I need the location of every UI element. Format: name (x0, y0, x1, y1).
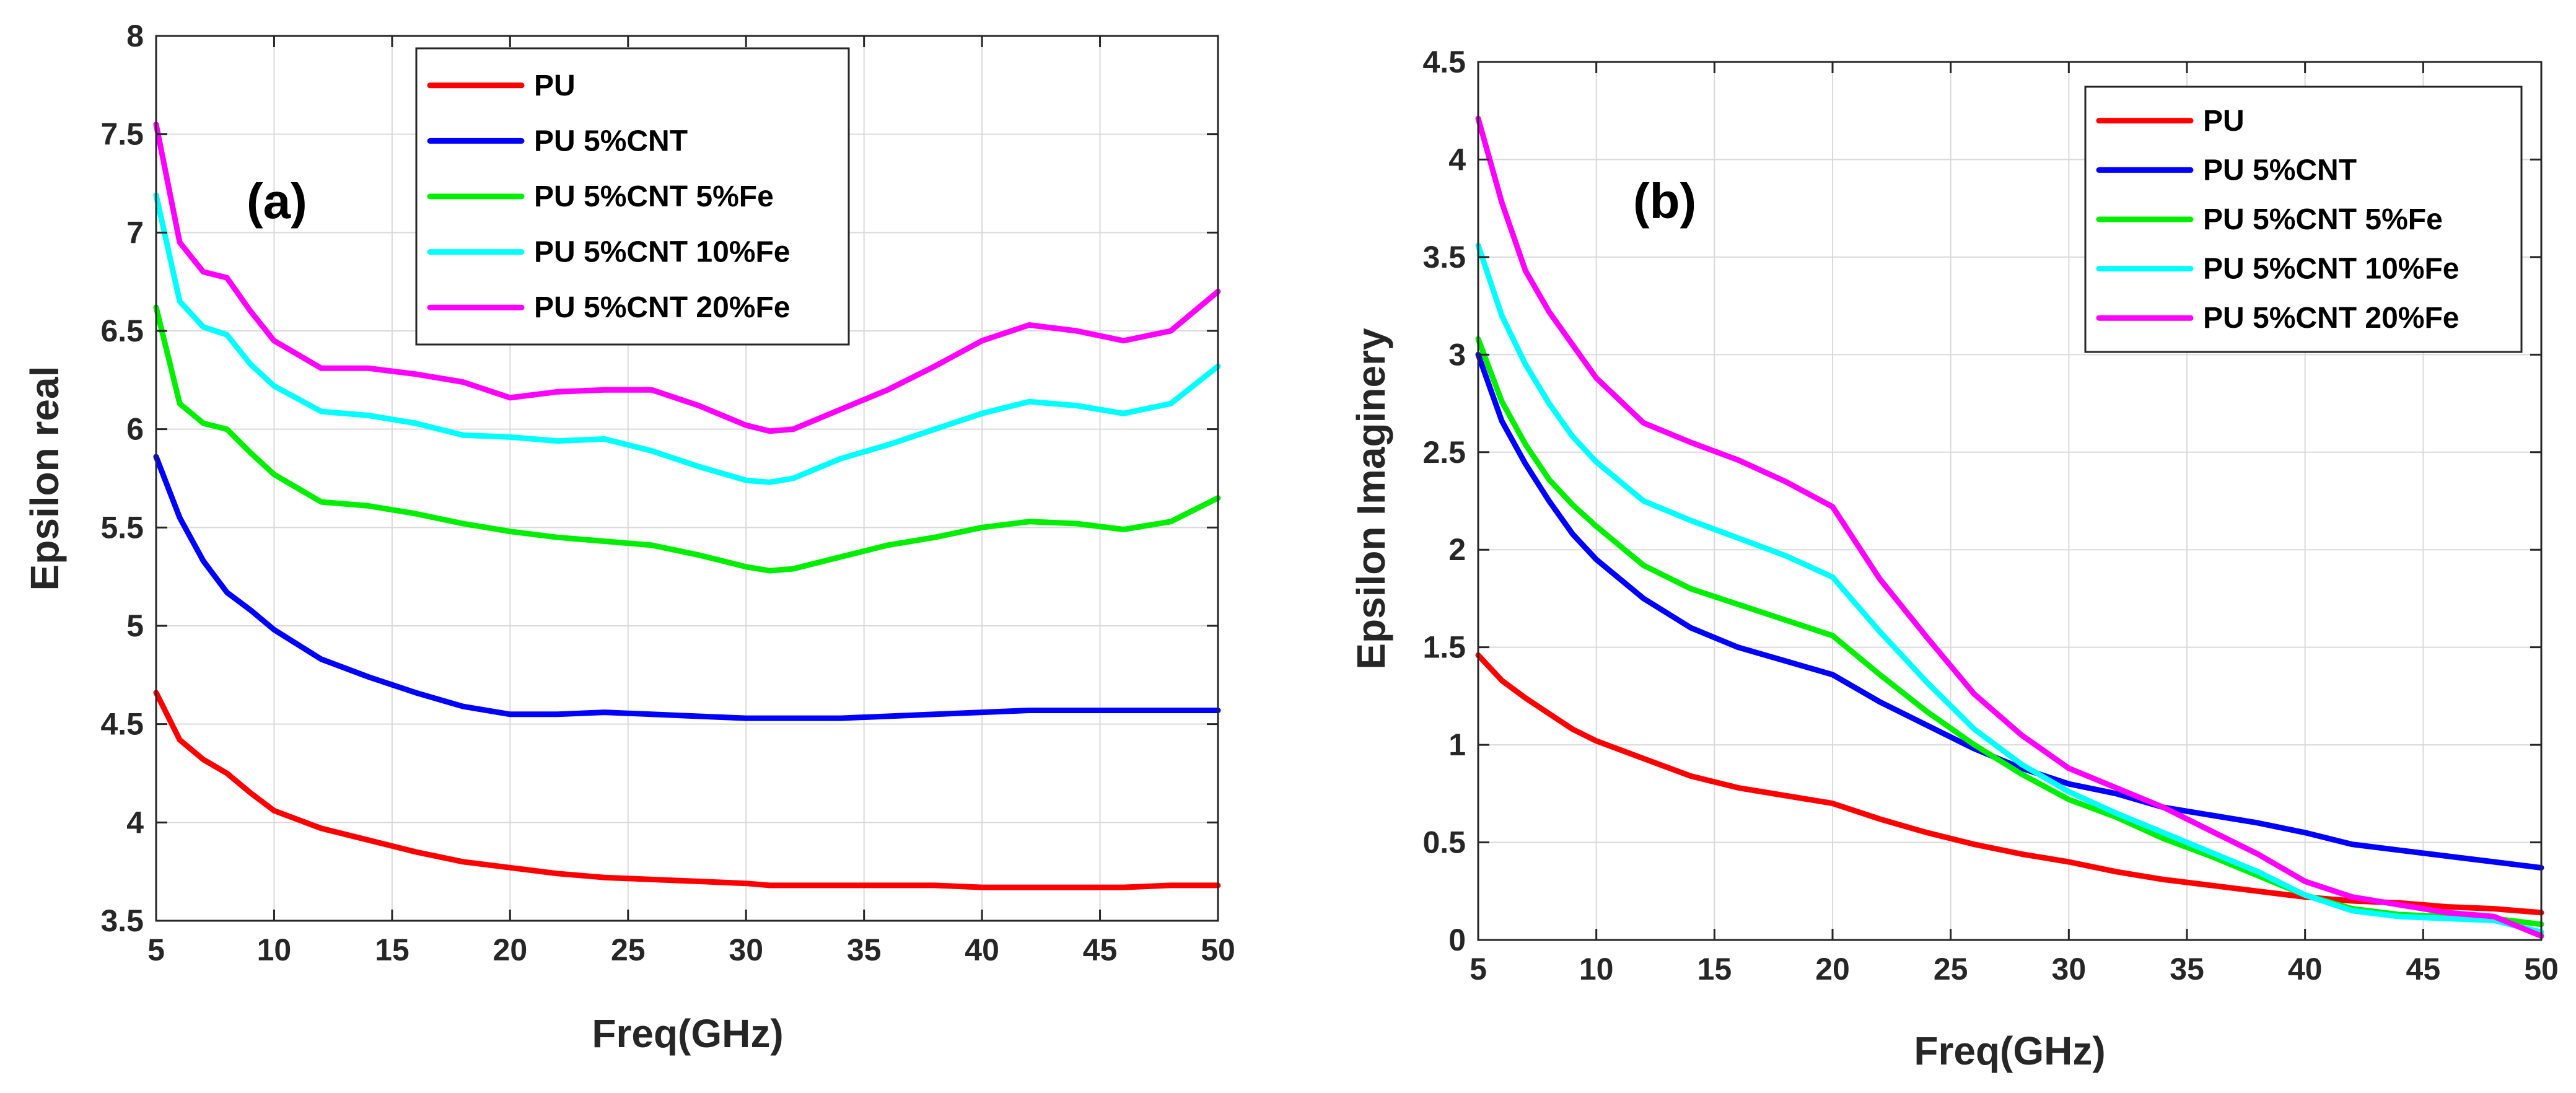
chart-b-ylabel: Epsilon Imaginery (1349, 328, 1393, 670)
chart-a-ytick-label-9: 8 (126, 19, 144, 53)
chart-b-series-1-line (1475, 351, 2544, 871)
chart-a-legend: PU PU 5%CNT PU 5%CNT 5%Fe PU 5%CNT 10%Fe PU … (415, 47, 850, 346)
chart-b-xtick-label-1: 10 (1579, 952, 1614, 986)
chart-a-ytick-label-7: 7 (126, 215, 144, 250)
chart-a-series-3-line (153, 192, 1221, 485)
chart-b-legend-label-1: PU 5%CNT (2203, 154, 2357, 187)
chart-a-legend-label-0: PU (534, 69, 576, 102)
chart-b-xtick-label-2: 15 (1698, 952, 1732, 986)
chart-a-xtick-label-4: 25 (611, 933, 646, 967)
chart-b-xtick-label-9: 50 (2524, 952, 2559, 986)
chart-a-series-0-line (153, 690, 1221, 890)
chart-a-ytick-label-0: 3.5 (100, 903, 144, 938)
chart-b-ytick-label-2: 1 (1448, 727, 1466, 762)
chart-b-xtick-label-0: 5 (1470, 952, 1487, 986)
chart-a-ytick-label-4: 5.5 (100, 510, 144, 545)
chart-a-ytick-label-2: 4.5 (100, 707, 144, 742)
chart-a-series-2-line (153, 304, 1221, 574)
chart-a-ytick-label-3: 5 (126, 608, 144, 643)
chart-a-series-1-line (153, 454, 1221, 721)
chart-a-xtick-label-7: 40 (965, 933, 999, 967)
chart-b-plot-frame (1477, 61, 2543, 941)
chart-a-legend-label-3: PU 5%CNT 10%Fe (534, 236, 790, 269)
chart-a-ylabel: Epsilon real (22, 366, 67, 591)
chart-b-legend-label-0: PU (2203, 105, 2245, 138)
chart-b-ytick-label-1: 0.5 (1422, 825, 1466, 860)
chart-b-ytick-label-0: 0 (1448, 923, 1466, 957)
chart-a-xtick-label-8: 45 (1083, 933, 1118, 967)
chart-b-ytick-label-4: 2 (1448, 532, 1466, 567)
chart-b-legend-label-4: PU 5%CNT 20%Fe (2203, 302, 2459, 335)
chart-a-xtick-label-1: 10 (257, 933, 292, 967)
chart-a-xtick-label-6: 35 (847, 933, 882, 967)
chart-b-xtick-label-8: 45 (2406, 952, 2441, 986)
chart-b-xtick-label-6: 35 (2170, 952, 2204, 986)
chart-a-panel-label: (a) (247, 173, 307, 229)
chart-b-series-3-line (1475, 242, 2544, 935)
chart-a-legend-label-4: PU 5%CNT 20%Fe (534, 291, 790, 324)
chart-b-series-2-line (1475, 336, 2544, 928)
chart-a-xtick-label-3: 20 (493, 933, 528, 967)
chart-b-legend: PU PU 5%CNT PU 5%CNT 5%Fe PU 5%CNT 10%Fe PU … (2084, 86, 2523, 353)
chart-b-series (1475, 115, 2544, 939)
chart-b-legend-label-3: PU 5%CNT 10%Fe (2203, 253, 2459, 286)
chart-a-ytick-label-6: 6.5 (100, 314, 144, 348)
chart-a-xlabel: Freq(GHz) (592, 1011, 783, 1056)
chart-b-legend-label-2: PU 5%CNT 5%Fe (2203, 203, 2443, 236)
chart-b-xtick-label-5: 30 (2052, 952, 2087, 986)
chart-a-plot-frame (155, 35, 1219, 922)
chart-a-xtick-label-0: 5 (147, 933, 165, 967)
chart-a-ytick-label-8: 7.5 (100, 117, 144, 152)
chart-a-series (153, 121, 1221, 890)
chart-b-ytick-label-8: 4 (1448, 142, 1466, 177)
chart-b-series-4-line (1475, 115, 2544, 939)
chart-b-ytick-label-6: 3 (1448, 337, 1466, 372)
chart-b-ytick-label-3: 1.5 (1422, 630, 1466, 665)
chart-b-grid (1478, 61, 2542, 941)
chart-a-series-4-line (153, 121, 1221, 434)
chart-a-legend-label-2: PU 5%CNT 5%Fe (534, 180, 774, 213)
chart-a-xtick-label-9: 50 (1201, 933, 1235, 967)
chart-b-xtick-label-4: 25 (1934, 952, 1968, 986)
chart-b-ytick-label-7: 3.5 (1422, 240, 1466, 274)
chart-b: 5 10 15 20 25 30 35 40 45 5000.511.522.533.544.5 … (1349, 45, 2559, 1073)
chart-a-ticks: 5 10 15 20 25 30 35 40 45 50 3.5 4 4.5 5 5.5 6 6.5 7 7.5 8 (100, 19, 1235, 967)
chart-b-panel-label: (b) (1633, 173, 1696, 229)
chart-b-ytick-label-9: 4.5 (1422, 45, 1466, 79)
chart-a-ytick-label-1: 4 (126, 805, 144, 840)
chart-a-legend-label-1: PU 5%CNT (534, 125, 688, 157)
chart-b-ticks: 5 10 15 20 25 30 35 40 45 50 0 0.5 1 1.5 2 2.5 3 3.5 4 4.5 (1422, 45, 2558, 986)
chart-a-ytick-label-5: 6 (126, 412, 144, 447)
chart-b-xtick-label-3: 20 (1815, 952, 1850, 986)
chart-a: 5 10 15 20 25 30 35 40 45 503.544.555.566.577.58 … (22, 19, 1235, 1056)
chart-a-xtick-label-2: 15 (375, 933, 410, 967)
chart-b-ytick-label-5: 2.5 (1422, 435, 1466, 470)
chart-b-xlabel: Freq(GHz) (1914, 1029, 2105, 1073)
chart-a-xtick-label-5: 30 (729, 933, 763, 967)
chart-b-xtick-label-7: 40 (2288, 952, 2323, 986)
chart-b-series-0-line (1475, 652, 2544, 916)
